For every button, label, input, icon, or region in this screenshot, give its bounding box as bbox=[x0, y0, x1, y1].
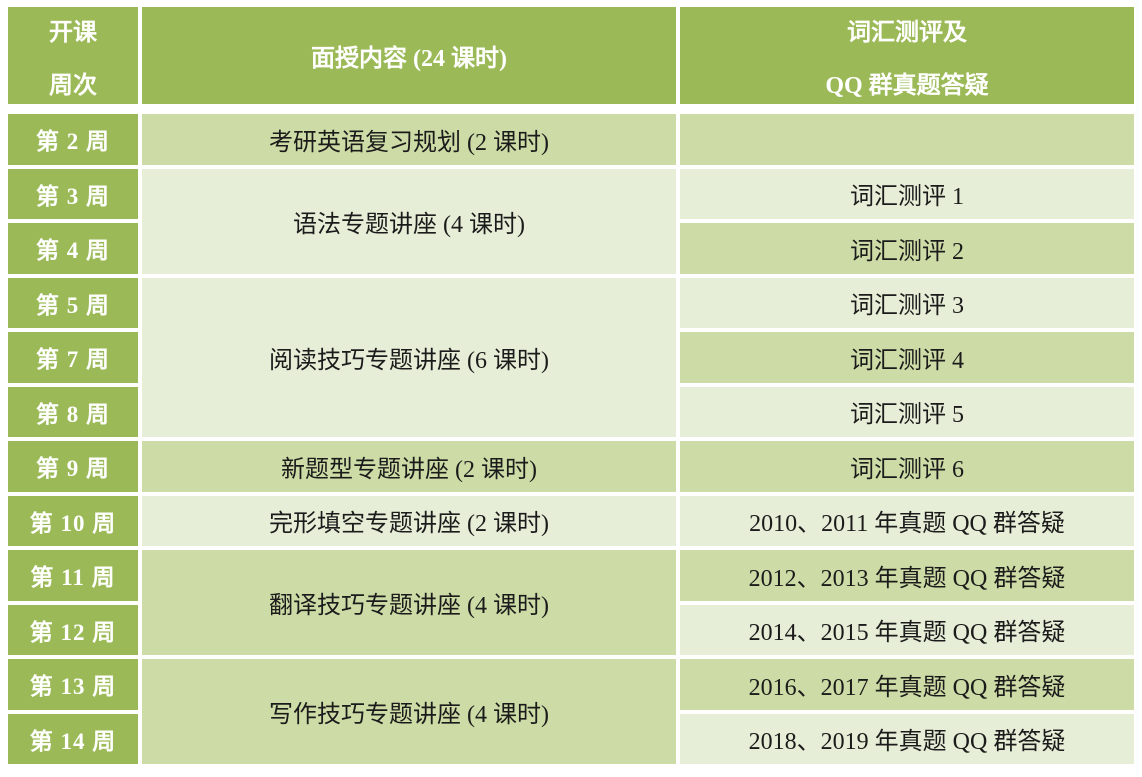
assessment-cell-qq-2010-2011: 2010、2011 年真题 QQ 群答疑 bbox=[680, 495, 1134, 546]
assessment-cell-vocab-2: 词汇测评 2 bbox=[680, 223, 1134, 274]
assessment-cell-empty bbox=[680, 114, 1134, 165]
content-cell-translation: 翻译技巧专题讲座 (4 课时) bbox=[142, 550, 676, 655]
assessment-cell-vocab-5: 词汇测评 5 bbox=[680, 386, 1134, 437]
week-cell-9: 第 9 周 bbox=[8, 441, 138, 492]
week-cell-5: 第 5 周 bbox=[8, 277, 138, 328]
content-cell-grammar: 语法专题讲座 (4 课时) bbox=[142, 168, 676, 274]
content-cell-cloze: 完形填空专题讲座 (2 课时) bbox=[142, 495, 676, 546]
table-header-row: 开课 周次 面授内容 (24 课时) 词汇测评及 QQ 群真题答疑 bbox=[8, 7, 1134, 104]
week-cell-2: 第 2 周 bbox=[8, 114, 138, 165]
week-cell-10: 第 10 周 bbox=[8, 495, 138, 546]
assessment-cell-qq-2016-2017: 2016、2017 年真题 QQ 群答疑 bbox=[680, 659, 1134, 710]
week-cell-13: 第 13 周 bbox=[8, 659, 138, 710]
header-assessment-line1: 词汇测评及 bbox=[847, 19, 967, 46]
content-cell-reading: 阅读技巧专题讲座 (6 课时) bbox=[142, 277, 676, 437]
header-content-label: 面授内容 (24 课时) bbox=[311, 46, 507, 72]
assessment-cell-vocab-1: 词汇测评 1 bbox=[680, 168, 1134, 219]
table-body: 第 2 周 第 3 周 第 4 周 第 5 周 第 7 周 第 8 周 第 9 … bbox=[8, 114, 1134, 764]
assessment-cell-vocab-4: 词汇测评 4 bbox=[680, 332, 1134, 383]
week-cell-14: 第 14 周 bbox=[8, 713, 138, 764]
header-assessment-column: 词汇测评及 QQ 群真题答疑 bbox=[680, 7, 1134, 104]
content-cell-review-plan: 考研英语复习规划 (2 课时) bbox=[142, 114, 676, 165]
week-cell-12: 第 12 周 bbox=[8, 604, 138, 655]
header-assessment-line2: QQ 群真题答疑 bbox=[825, 72, 989, 99]
content-cell-new-question-type: 新题型专题讲座 (2 课时) bbox=[142, 441, 676, 492]
week-cell-4: 第 4 周 bbox=[8, 223, 138, 274]
assessment-cell-qq-2018-2019: 2018、2019 年真题 QQ 群答疑 bbox=[680, 713, 1134, 764]
header-content-column: 面授内容 (24 课时) bbox=[142, 7, 676, 104]
assessment-cell-qq-2012-2013: 2012、2013 年真题 QQ 群答疑 bbox=[680, 550, 1134, 601]
header-week-line1: 开课 bbox=[49, 19, 97, 46]
assessment-cell-vocab-3: 词汇测评 3 bbox=[680, 277, 1134, 328]
course-schedule-table: 开课 周次 面授内容 (24 课时) 词汇测评及 QQ 群真题答疑 第 2 周 … bbox=[8, 7, 1134, 764]
assessment-cell-qq-2014-2015: 2014、2015 年真题 QQ 群答疑 bbox=[680, 604, 1134, 655]
week-cell-3: 第 3 周 bbox=[8, 168, 138, 219]
header-week-column: 开课 周次 bbox=[8, 7, 138, 104]
content-cell-writing: 写作技巧专题讲座 (4 课时) bbox=[142, 659, 676, 764]
header-week-line2: 周次 bbox=[49, 72, 97, 99]
week-cell-8: 第 8 周 bbox=[8, 386, 138, 437]
week-cell-11: 第 11 周 bbox=[8, 550, 138, 601]
week-cell-7: 第 7 周 bbox=[8, 332, 138, 383]
assessment-cell-vocab-6: 词汇测评 6 bbox=[680, 441, 1134, 492]
